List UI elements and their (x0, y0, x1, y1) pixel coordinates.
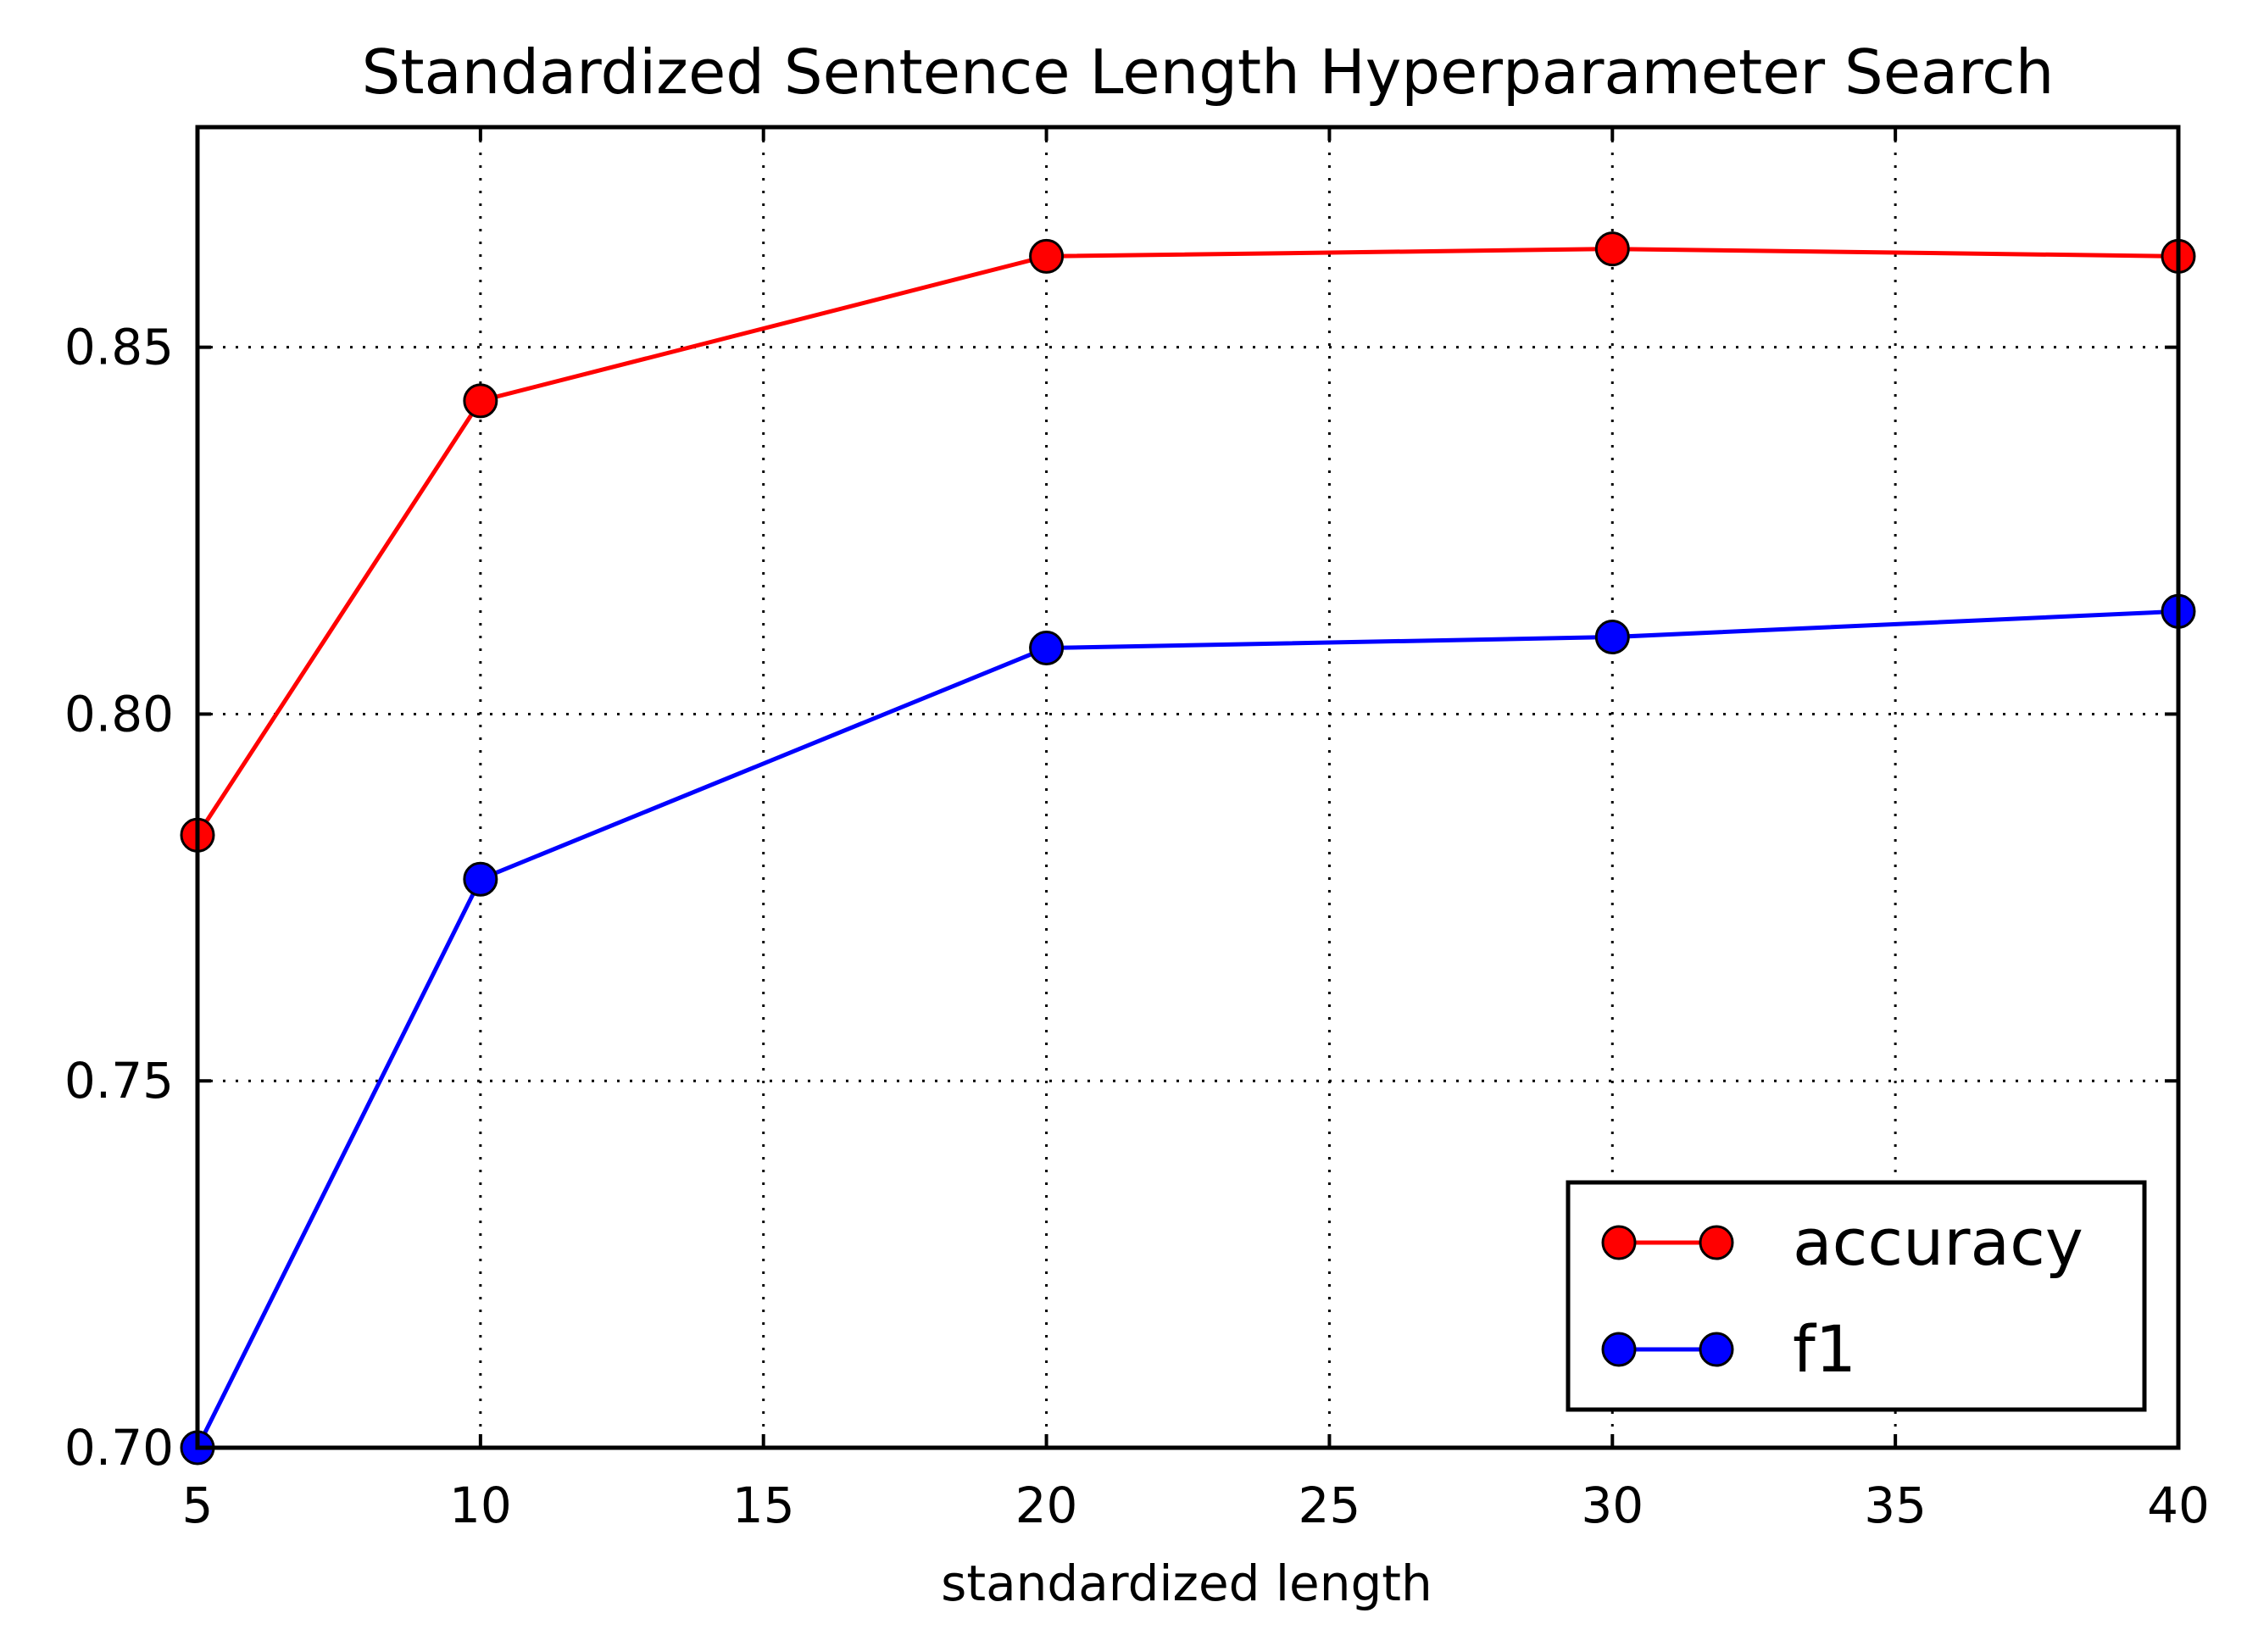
x-tick-label: 35 (1864, 1477, 1927, 1534)
x-tick-label: 5 (182, 1477, 214, 1534)
data-point-f1 (1594, 620, 1630, 655)
legend-label: accuracy (1793, 1204, 2083, 1280)
x-tick-label: 30 (1581, 1477, 1644, 1534)
chart-title: Standardized Sentence Length Hyperparame… (362, 36, 2055, 108)
legend-marker (1601, 1332, 1637, 1367)
x-tick-label: 40 (2147, 1477, 2210, 1534)
series-layer (180, 231, 2196, 1466)
legend-item-f1: f1 (1601, 1311, 1856, 1387)
legend: accuracy f1 (1566, 1180, 2147, 1412)
axes (195, 125, 2181, 1450)
y-tick-label: 0.80 (64, 685, 174, 743)
data-point-accuracy (1594, 231, 1630, 267)
x-tick-label: 20 (1015, 1477, 1078, 1534)
legend-marker (1699, 1332, 1734, 1367)
data-point-accuracy (463, 383, 498, 419)
x-tick-label: 15 (732, 1477, 795, 1534)
legend-label: f1 (1793, 1311, 1856, 1387)
x-tick-label: 25 (1299, 1477, 1361, 1534)
legend-item-accuracy: accuracy (1601, 1204, 2083, 1280)
data-point-f1 (463, 861, 498, 897)
data-point-accuracy (1029, 238, 1065, 274)
legend-marker (1699, 1225, 1734, 1260)
series-f1 (180, 593, 2196, 1466)
legend-marker (1601, 1225, 1637, 1260)
y-tick-label: 0.70 (64, 1419, 174, 1477)
y-tick-label: 0.75 (64, 1052, 174, 1110)
legend-box (1566, 1180, 2147, 1412)
tick-labels: 5 10 15 20 25 30 35 40 0.70 0.75 0.80 0.85 (64, 319, 2210, 1534)
y-tick-label: 0.85 (64, 319, 174, 376)
plot-frame (195, 125, 2181, 1450)
series-accuracy (180, 231, 2196, 853)
data-point-f1 (1029, 631, 1065, 666)
x-axis-label: standardized length (941, 1555, 1432, 1612)
x-tick-label: 10 (449, 1477, 512, 1534)
